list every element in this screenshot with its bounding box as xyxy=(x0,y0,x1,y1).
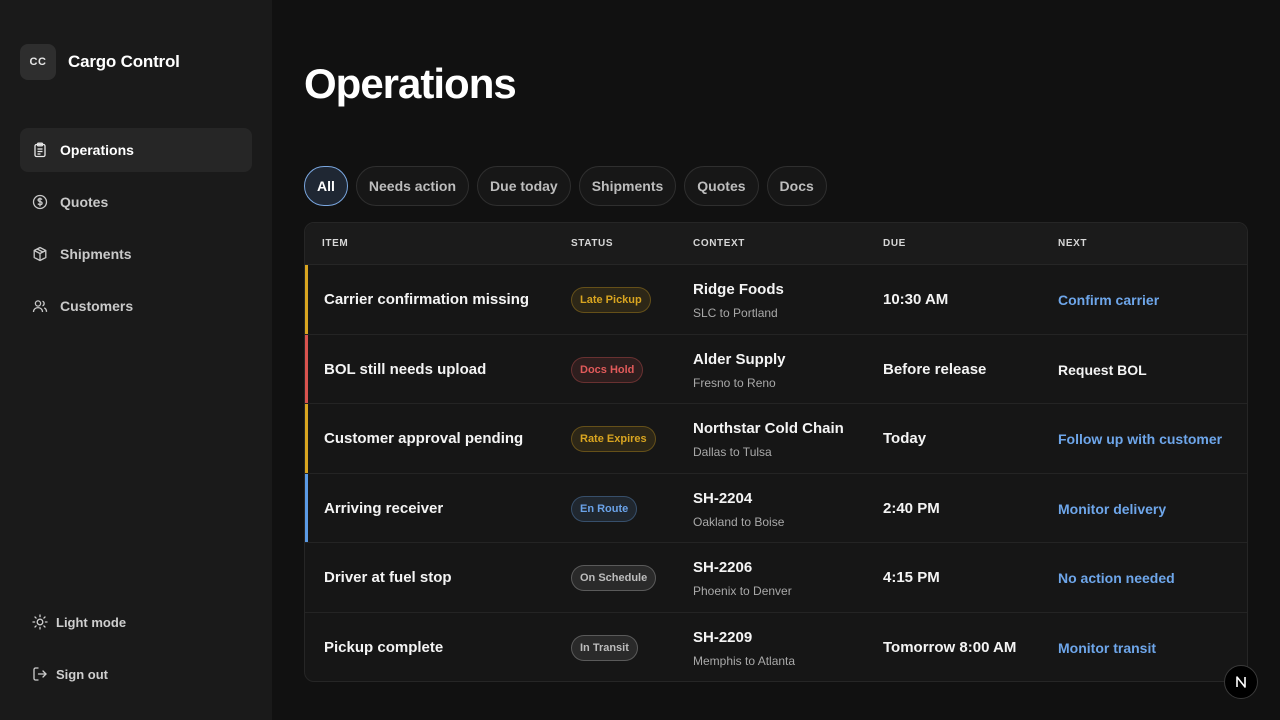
sign-out-icon xyxy=(32,666,48,682)
sidebar-item-quotes[interactable]: Quotes xyxy=(20,180,252,224)
table-row[interactable]: Customer approval pending Rate Expires N… xyxy=(305,404,1247,474)
row-route: SLC to Portland xyxy=(693,306,778,320)
table-body: Carrier confirmation missing Late Pickup… xyxy=(305,265,1247,682)
filter-shipments[interactable]: Shipments xyxy=(578,166,677,206)
next-action-link[interactable]: Monitor transit xyxy=(1058,639,1156,656)
sidebar-item-label: Shipments xyxy=(60,246,132,262)
row-accent-bar xyxy=(305,473,308,542)
sidebar-item-shipments[interactable]: Shipments xyxy=(20,232,252,276)
row-context: SH-2206 xyxy=(693,559,753,576)
row-item-title: Customer approval pending xyxy=(324,430,524,447)
status-badge: Rate Expires xyxy=(571,426,656,452)
row-item-title: Driver at fuel stop xyxy=(324,569,452,586)
table-row[interactable]: Arriving receiver En Route SH-2204 Oakla… xyxy=(305,473,1247,543)
next-action-link[interactable]: No action needed xyxy=(1058,570,1175,586)
row-route: Dallas to Tulsa xyxy=(693,445,772,459)
table-row[interactable]: Driver at fuel stop On Schedule SH-2206 … xyxy=(305,543,1247,613)
sidebar-item-customers[interactable]: Customers xyxy=(20,284,252,328)
n-logo-icon xyxy=(1236,676,1246,688)
filter-needs-action[interactable]: Needs action xyxy=(355,166,470,206)
sidebar-nav: Operations Quotes Shipments Customers xyxy=(20,128,252,336)
filter-all[interactable]: All xyxy=(304,166,348,206)
status-badge: In Transit xyxy=(571,634,638,661)
light-mode-label: Light mode xyxy=(56,614,127,630)
filter-due-today[interactable]: Due today xyxy=(477,166,571,206)
row-due: Today xyxy=(883,430,927,447)
row-context: SH-2204 xyxy=(693,489,753,507)
table-row[interactable]: Pickup complete In Transit SH-2209 Memph… xyxy=(305,613,1247,682)
table-row[interactable]: Carrier confirmation missing Late Pickup… xyxy=(305,265,1247,335)
sidebar-item-label: Quotes xyxy=(60,194,109,210)
status-badge: Late Pickup xyxy=(571,287,651,313)
row-accent-bar xyxy=(305,613,308,682)
row-route: Fresno to Reno xyxy=(693,375,776,390)
package-icon xyxy=(32,246,48,262)
light-mode-toggle[interactable]: Light mode xyxy=(20,600,252,644)
row-context: SH-2209 xyxy=(693,628,753,646)
next-action-link[interactable]: Monitor delivery xyxy=(1058,500,1167,517)
status-badge: Docs Hold xyxy=(571,356,644,383)
sidebar-item-label: Operations xyxy=(60,142,134,158)
brand-logo: CC xyxy=(20,44,56,80)
row-route: Memphis to Atlanta xyxy=(693,653,796,668)
row-item-title: Arriving receiver xyxy=(324,499,444,517)
next-action-link[interactable]: Confirm carrier xyxy=(1058,292,1160,308)
next-action-text: Request BOL xyxy=(1058,361,1147,378)
row-due: Tomorrow 8:00 AM xyxy=(883,638,1017,656)
row-due: 4:15 PM xyxy=(883,569,940,586)
sun-icon xyxy=(32,614,48,630)
header-item: ITEM xyxy=(322,238,349,249)
row-accent-bar xyxy=(305,404,308,473)
sidebar-item-label: Customers xyxy=(60,298,134,314)
row-accent-bar xyxy=(305,543,308,612)
sign-out-button[interactable]: Sign out xyxy=(20,652,252,696)
table-header: ITEM STATUS CONTEXT DUE NEXT xyxy=(305,223,1247,265)
row-due: 10:30 AM xyxy=(883,291,949,308)
row-context: Ridge Foods xyxy=(693,281,784,298)
filter-quotes[interactable]: Quotes xyxy=(684,166,759,206)
row-context: Alder Supply xyxy=(693,350,786,368)
clipboard-icon xyxy=(32,142,48,158)
main-content: Operations All Needs action Due today Sh… xyxy=(272,0,1280,720)
row-due: 2:40 PM xyxy=(883,499,940,517)
row-route: Phoenix to Denver xyxy=(693,584,792,598)
row-accent-bar xyxy=(305,334,308,403)
sidebar: CC Cargo Control Operations Quotes Shipm… xyxy=(0,0,272,720)
next-badge-button[interactable] xyxy=(1224,665,1258,699)
header-context: CONTEXT xyxy=(693,238,745,249)
status-badge: En Route xyxy=(571,495,638,522)
operations-table: ITEM STATUS CONTEXT DUE NEXT Carrier con… xyxy=(304,222,1248,682)
brand[interactable]: CC Cargo Control xyxy=(20,44,180,80)
status-badge: On Schedule xyxy=(571,565,657,591)
next-action-link[interactable]: Follow up with customer xyxy=(1058,431,1223,447)
sidebar-bottom: Light mode Sign out xyxy=(20,600,252,704)
sign-out-label: Sign out xyxy=(56,666,108,682)
row-due: Before release xyxy=(883,360,987,378)
brand-name: Cargo Control xyxy=(68,52,180,71)
filter-docs[interactable]: Docs xyxy=(766,166,827,206)
row-item-title: Carrier confirmation missing xyxy=(324,291,530,308)
page-title: Operations xyxy=(304,60,517,107)
row-context: Northstar Cold Chain xyxy=(693,420,844,437)
row-item-title: BOL still needs upload xyxy=(324,360,487,378)
header-next: NEXT xyxy=(1058,238,1088,249)
filter-chips: All Needs action Due today Shipments Quo… xyxy=(304,166,835,206)
table-row[interactable]: BOL still needs upload Docs Hold Alder S… xyxy=(305,334,1247,404)
sidebar-item-operations[interactable]: Operations xyxy=(20,128,252,172)
row-accent-bar xyxy=(305,265,308,334)
dollar-circle-icon xyxy=(32,194,48,210)
header-status: STATUS xyxy=(571,238,614,249)
row-route: Oakland to Boise xyxy=(693,514,785,529)
row-item-title: Pickup complete xyxy=(324,638,444,656)
header-due: DUE xyxy=(883,238,906,249)
users-icon xyxy=(32,298,48,314)
